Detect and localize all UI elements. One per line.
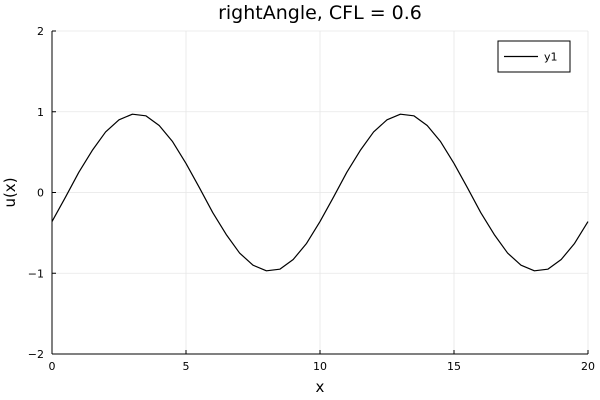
x-tick-label: 20 (581, 360, 595, 373)
chart-title: rightAngle, CFL = 0.6 (218, 2, 422, 24)
y-tick-label: 0 (37, 187, 44, 200)
x-axis-label: x (316, 378, 325, 396)
legend: y1 (497, 40, 571, 73)
axis-ticks: 0 5 10 15 20 −2 −1 0 1 2 (28, 25, 595, 373)
grid (51, 30, 589, 355)
y-tick-label: 2 (37, 25, 44, 38)
y-tick-label: 1 (37, 106, 44, 119)
x-tick-label: 10 (313, 360, 327, 373)
series-line-y1 (51, 113, 589, 272)
y-tick-label: −1 (28, 267, 44, 280)
x-tick-label: 15 (447, 360, 461, 373)
y-tick-label: −2 (28, 348, 44, 361)
x-tick-label: 5 (183, 360, 190, 373)
y-axis-label: u(x) (1, 177, 19, 207)
legend-entry-y1: y1 (544, 51, 558, 64)
x-tick-label: 0 (49, 360, 56, 373)
series-layer (51, 113, 589, 272)
